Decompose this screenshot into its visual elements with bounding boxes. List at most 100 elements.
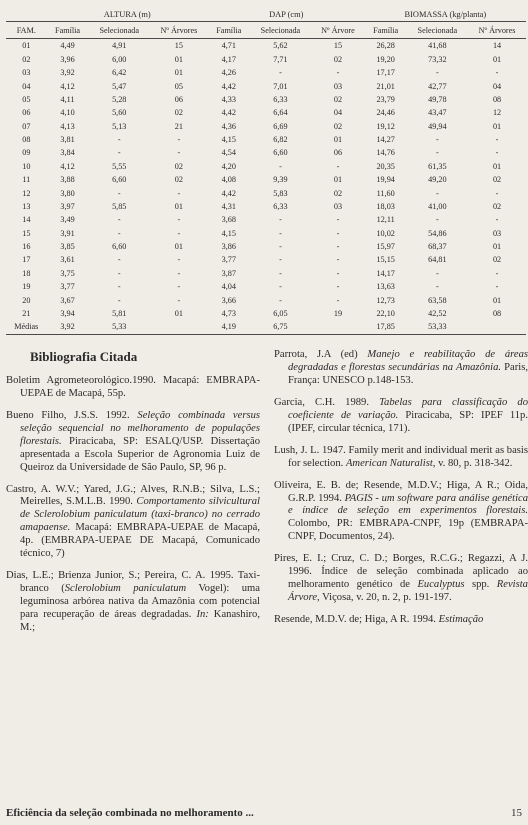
table-cell: 17,85 (365, 320, 407, 335)
table-cell: - (311, 160, 365, 173)
table-row: 083,81--4,156,820114,27-- (6, 133, 526, 146)
table-cell: 01 (311, 133, 365, 146)
table-cell: 19 (6, 280, 47, 293)
table-cell: - (150, 146, 208, 159)
table-cell: 3,81 (47, 133, 89, 146)
table-cell: 14,76 (365, 146, 407, 159)
table-cell: 6,60 (88, 173, 149, 186)
table-cell: 4,17 (208, 53, 250, 66)
table-cell: 5,13 (88, 119, 149, 132)
table-cell: 15 (6, 226, 47, 239)
table-cell: 02 (311, 93, 365, 106)
table-cell: 02 (311, 119, 365, 132)
table-cell: 09 (6, 146, 47, 159)
table-cell: 21,01 (365, 79, 407, 92)
table-cell: 4,04 (208, 280, 250, 293)
table-cell: 03 (6, 66, 47, 79)
table-cell: 6,00 (88, 53, 149, 66)
table-row: 113,886,60024,089,390119,9449,2002 (6, 173, 526, 186)
table-cell: 3,80 (47, 186, 89, 199)
table-cell: 12,11 (365, 213, 407, 226)
table-cell: 03 (311, 200, 365, 213)
table-cell: 3,88 (47, 173, 89, 186)
table-cell: 08 (6, 133, 47, 146)
col-selec-2: Selecionada (250, 22, 311, 39)
table-cell: 14 (6, 213, 47, 226)
table-cell: 01 (150, 240, 208, 253)
table-cell: 01 (468, 293, 526, 306)
table-cell: 3,92 (47, 66, 89, 79)
table-cell: 3,91 (47, 226, 89, 239)
table-cell: - (250, 253, 311, 266)
table-cell: 17 (6, 253, 47, 266)
table-cell: 4,15 (208, 133, 250, 146)
table-cell: 08 (468, 93, 526, 106)
table-cell: 4,49 (47, 39, 89, 53)
table-body: 014,494,91154,715,621526,2841,6814023,96… (6, 39, 526, 335)
bibliography-title: Bibliografia Citada (30, 349, 260, 365)
table-cell: 02 (468, 253, 526, 266)
table-cell: 02 (150, 106, 208, 119)
table-cell: 01 (150, 200, 208, 213)
reference-item: Parrota, J.A (ed) Manejo e reabilitação … (274, 349, 528, 388)
table-cell: 7,71 (250, 53, 311, 66)
table-row: 203,67--3,66--12,7363,5801 (6, 293, 526, 306)
table-cell: - (88, 267, 149, 280)
table-cell: 63,58 (407, 293, 468, 306)
table-cell: 4,36 (208, 119, 250, 132)
table-cell: - (88, 280, 149, 293)
table-cell (150, 320, 208, 335)
table-cell: - (407, 213, 468, 226)
table-cell: 6,60 (250, 146, 311, 159)
col-fam: FAM. (6, 22, 47, 39)
table-row: 123,80--4,425,830211,60-- (6, 186, 526, 199)
reference-item: Dias, L.E.; Brienza Junior, S.; Pereira,… (6, 570, 260, 635)
table-cell: 53,33 (407, 320, 468, 335)
table-cell: 49,94 (407, 119, 468, 132)
table-cell: - (250, 226, 311, 239)
table-cell: 23,79 (365, 93, 407, 106)
reference-item: Garcia, C.H. 1989. Tabelas para classifi… (274, 397, 528, 436)
table-cell: 5,62 (250, 39, 311, 53)
reference-item: Castro, A. W.V.; Yared, J.G.; Alves, R.N… (6, 484, 260, 562)
table-cell: 42,77 (407, 79, 468, 92)
table-row: 074,135,13214,366,690219,1249,9401 (6, 119, 526, 132)
table-cell: 13,63 (365, 280, 407, 293)
table-cell: 4,08 (208, 173, 250, 186)
table-cell: - (88, 146, 149, 159)
table-cell: 3,85 (47, 240, 89, 253)
table-cell: - (150, 267, 208, 280)
table-cell: 5,83 (250, 186, 311, 199)
table-row: 213,945,81014,736,051922,1042,5208 (6, 307, 526, 320)
table-cell: 6,60 (88, 240, 149, 253)
table-cell: 20,35 (365, 160, 407, 173)
table-cell: 4,10 (47, 106, 89, 119)
table-row: 014,494,91154,715,621526,2841,6814 (6, 39, 526, 53)
footer-running-title: Eficiência da seleção combinada no melho… (6, 807, 254, 819)
table-cell: 15,15 (365, 253, 407, 266)
table-cell: 01 (468, 160, 526, 173)
table-cell: 10,02 (365, 226, 407, 239)
table-cell: - (150, 293, 208, 306)
table-cell: 11 (6, 173, 47, 186)
table-cell: 22,10 (365, 307, 407, 320)
table-cell: 5,60 (88, 106, 149, 119)
table-cell: - (311, 226, 365, 239)
table-cell: 3,75 (47, 267, 89, 280)
table-cell: - (250, 66, 311, 79)
table-cell: - (468, 186, 526, 199)
table-cell (311, 320, 365, 335)
table-cell: 06 (311, 146, 365, 159)
table-cell: - (468, 133, 526, 146)
table-cell: 6,75 (250, 320, 311, 335)
references-list: Boletim Agrometeorológico.1990. Macapá: … (6, 349, 528, 640)
table-cell: 19,12 (365, 119, 407, 132)
table-cell: 4,15 (208, 226, 250, 239)
table-row: 143,49--3,68--12,11-- (6, 213, 526, 226)
col-familia-3: Família (365, 22, 407, 39)
table-cell: 6,42 (88, 66, 149, 79)
bibliography: Bibliografia Citada Boletim Agrometeorol… (6, 349, 528, 640)
table-cell: - (468, 66, 526, 79)
group-biomassa: BIOMASSA (kg/planta) (365, 8, 526, 22)
table-cell: - (150, 186, 208, 199)
